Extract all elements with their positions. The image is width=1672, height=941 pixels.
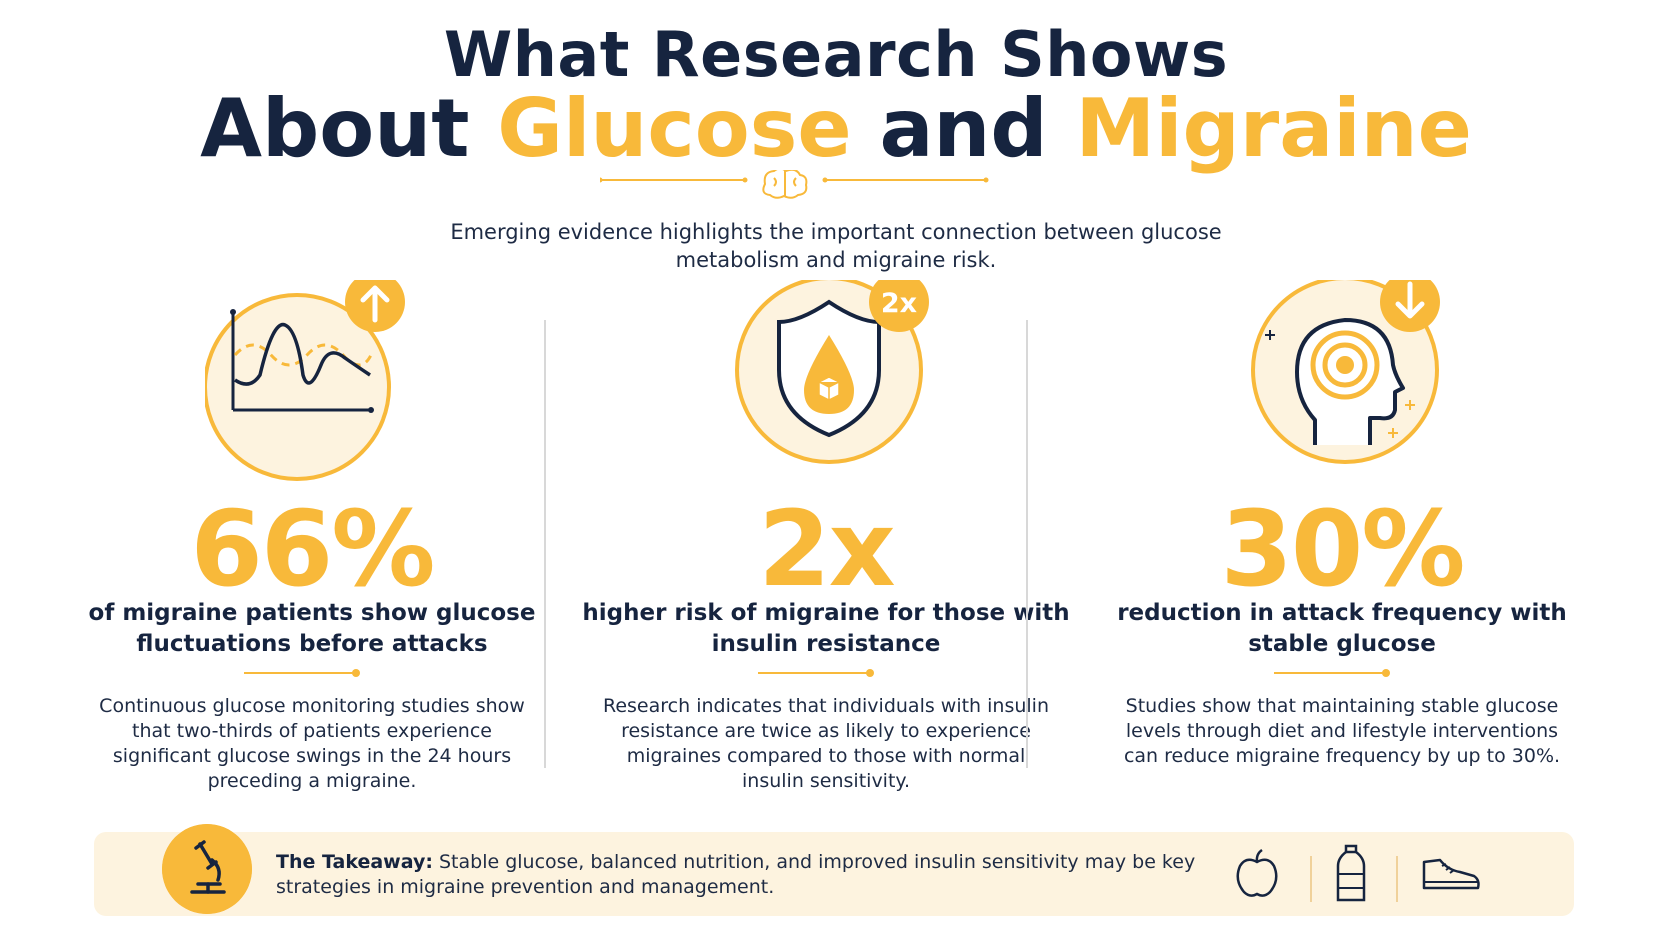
mini-divider: [758, 669, 874, 677]
page-title: What Research Shows: [443, 18, 1229, 91]
column-separator: [1026, 320, 1028, 768]
takeaway-icons: [1224, 842, 1524, 906]
stat-description: Studies show that maintaining stable glu…: [1123, 695, 1561, 767]
takeaway-text: The Takeaway: Stable glucose, balanced n…: [276, 850, 1216, 900]
subtitle: Emerging evidence highlights the importa…: [450, 220, 1222, 272]
icon-separator: [1310, 856, 1312, 902]
title-glucose: Glucose: [497, 82, 852, 175]
stat-card-insulin-resistance: 2x 2x higher risk of migraine for those …: [566, 280, 1086, 800]
apple-icon: [1236, 848, 1278, 897]
title-migraine: Migraine: [1075, 82, 1472, 175]
stat-card-glucose-fluctuations: 66% of migraine patients show glucose fl…: [52, 280, 572, 800]
water-bottle-icon: [1336, 844, 1366, 902]
sneaker-icon: [1422, 858, 1480, 890]
title-about: About: [200, 82, 498, 175]
badge-2x-text: 2x: [881, 288, 917, 319]
stat-value: 66%: [190, 488, 436, 610]
glucose-wave-chart-icon: [205, 280, 405, 481]
column-separator: [544, 320, 546, 768]
mini-divider: [244, 669, 360, 677]
stat-card-attack-reduction: 30% reduction in attack frequency with s…: [1082, 280, 1602, 800]
stat-value: 2x: [758, 488, 895, 610]
stat-description: Continuous glucose monitoring studies sh…: [99, 695, 525, 792]
takeaway-label: The Takeaway:: [276, 851, 433, 873]
brain-icon: [762, 170, 808, 199]
icon-separator: [1396, 856, 1398, 902]
2x-badge: 2x: [869, 280, 929, 332]
arrow-up-badge: [345, 280, 405, 332]
head-target-icon: [1251, 280, 1440, 464]
page-title-line2: About Glucose and Migraine: [0, 82, 1672, 175]
title-and: and: [851, 82, 1076, 175]
stat-value: 30%: [1220, 488, 1466, 610]
shield-glucose-drop-icon: 2x: [735, 280, 929, 464]
stat-headline: reduction in attack frequency with stabl…: [1117, 600, 1567, 657]
mini-divider: [1274, 669, 1390, 677]
brain-divider: [600, 170, 989, 199]
stat-description: Research indicates that individuals with…: [603, 695, 1049, 792]
stat-headline: higher risk of migraine for those with i…: [582, 600, 1070, 657]
takeaway-banner: The Takeaway: Stable glucose, balanced n…: [94, 824, 1574, 916]
stat-headline: of migraine patients show glucose fluctu…: [88, 600, 536, 657]
arrow-down-badge: [1380, 280, 1440, 332]
takeaway-body: Stable glucose, balanced nutrition, and …: [276, 851, 1196, 898]
microscope-icon: [162, 824, 252, 914]
